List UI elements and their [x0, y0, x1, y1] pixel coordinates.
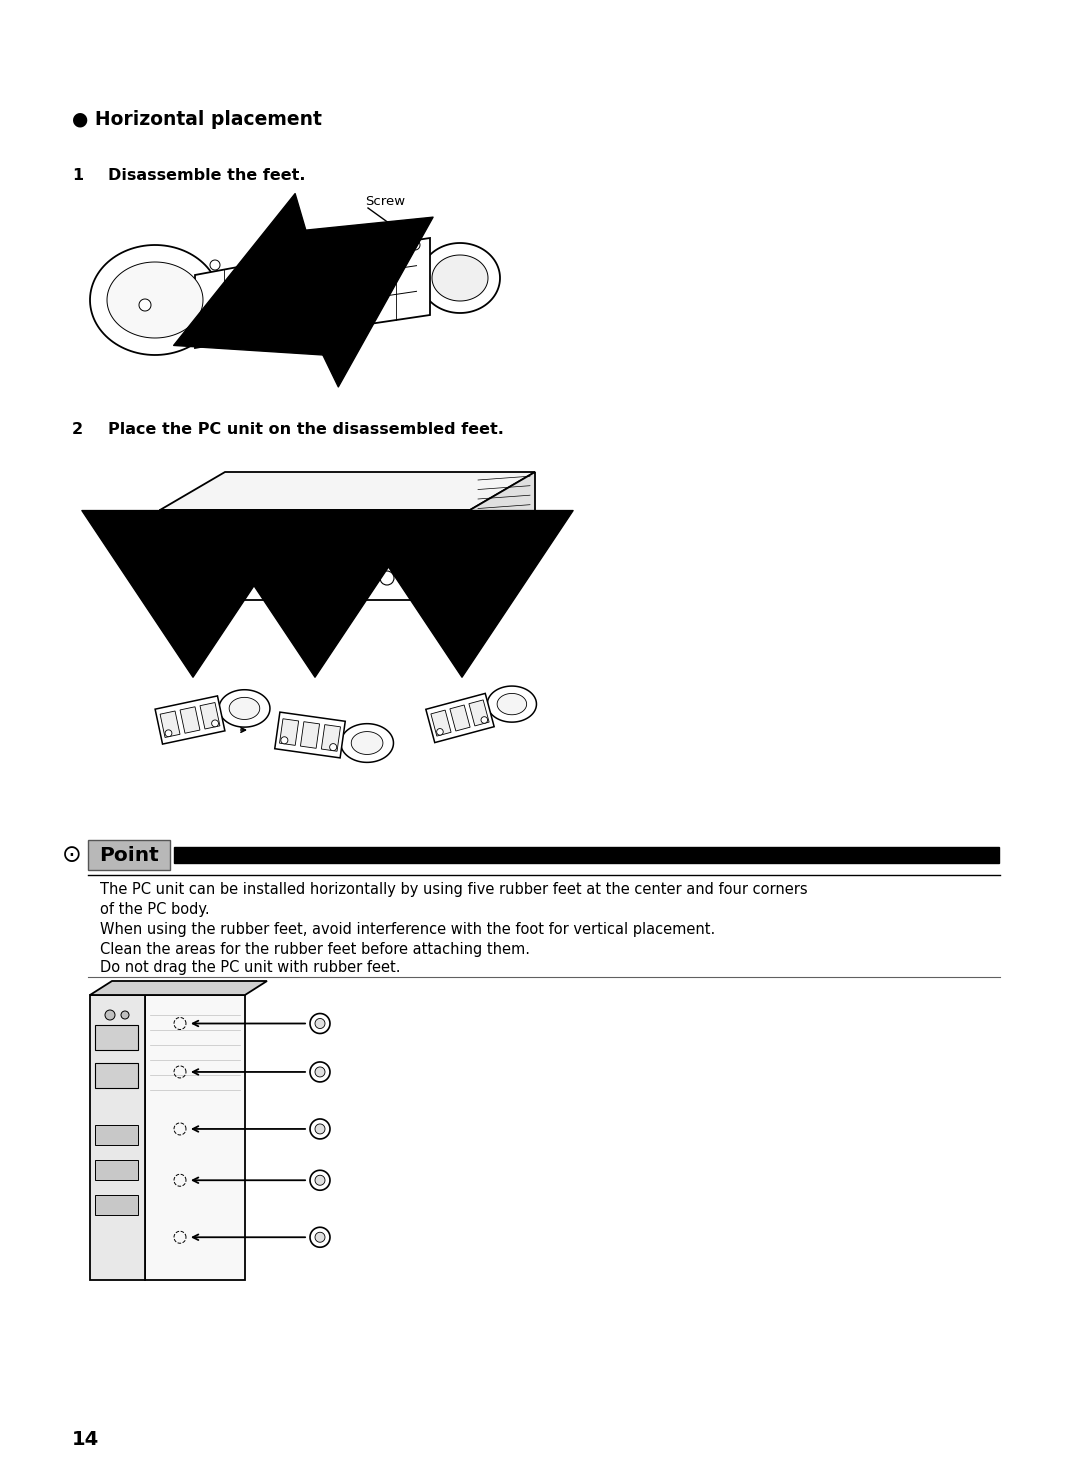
Polygon shape: [156, 696, 225, 744]
Circle shape: [105, 1011, 114, 1019]
Polygon shape: [420, 243, 500, 313]
Polygon shape: [329, 744, 337, 750]
Polygon shape: [310, 1119, 330, 1139]
Bar: [95, 1161, 138, 1180]
Polygon shape: [315, 235, 325, 246]
Text: 1: 1: [72, 168, 83, 182]
Bar: [174, 847, 999, 863]
Text: Clean the areas for the rubber feet before attaching them.: Clean the areas for the rubber feet befo…: [100, 941, 530, 958]
Text: ⊙: ⊙: [63, 843, 82, 866]
Bar: [95, 1064, 138, 1089]
Text: 14: 14: [72, 1430, 99, 1449]
Polygon shape: [90, 994, 145, 1280]
Text: Place the PC unit on the disassembled feet.: Place the PC unit on the disassembled fe…: [108, 422, 504, 437]
Polygon shape: [322, 725, 340, 752]
Polygon shape: [280, 719, 299, 746]
Polygon shape: [432, 254, 488, 302]
Polygon shape: [310, 1062, 330, 1083]
Polygon shape: [497, 693, 527, 715]
Polygon shape: [450, 705, 470, 731]
Bar: [166, 549, 256, 565]
Text: Disassemble the feet.: Disassemble the feet.: [108, 168, 306, 182]
Polygon shape: [310, 1171, 330, 1190]
Polygon shape: [469, 700, 489, 725]
Circle shape: [356, 569, 374, 587]
Bar: [168, 527, 308, 534]
Polygon shape: [274, 712, 346, 758]
Polygon shape: [295, 238, 430, 335]
Polygon shape: [315, 1175, 325, 1186]
Polygon shape: [315, 1066, 325, 1077]
Polygon shape: [487, 685, 537, 722]
Circle shape: [380, 571, 394, 585]
Bar: [166, 541, 356, 562]
Polygon shape: [300, 722, 320, 749]
Polygon shape: [310, 1227, 330, 1247]
Polygon shape: [431, 710, 451, 736]
Polygon shape: [281, 737, 288, 744]
Bar: [260, 549, 356, 565]
Polygon shape: [310, 1014, 330, 1034]
Polygon shape: [436, 728, 443, 736]
Polygon shape: [410, 240, 420, 250]
Polygon shape: [90, 981, 267, 994]
Polygon shape: [426, 693, 495, 743]
Polygon shape: [315, 1233, 325, 1242]
Polygon shape: [180, 706, 200, 733]
Text: Do not drag the PC unit with rubber feet.: Do not drag the PC unit with rubber feet…: [100, 961, 401, 975]
Polygon shape: [160, 472, 535, 510]
Polygon shape: [145, 994, 245, 1280]
Circle shape: [455, 588, 461, 594]
Polygon shape: [160, 710, 180, 737]
Text: When using the rubber feet, avoid interference with the foot for vertical placem: When using the rubber feet, avoid interf…: [100, 922, 715, 937]
Text: 2: 2: [72, 422, 83, 437]
Text: of the PC body.: of the PC body.: [100, 902, 210, 916]
Polygon shape: [470, 472, 535, 600]
Polygon shape: [351, 731, 383, 755]
Text: ● Horizontal placement: ● Horizontal placement: [72, 110, 322, 129]
Polygon shape: [219, 690, 270, 727]
Polygon shape: [160, 510, 470, 600]
Text: The PC unit can be installed horizontally by using five rubber feet at the cente: The PC unit can be installed horizontall…: [100, 883, 808, 897]
Circle shape: [121, 1011, 129, 1019]
Polygon shape: [107, 262, 203, 338]
Polygon shape: [340, 724, 393, 762]
Bar: [95, 1025, 138, 1050]
Polygon shape: [315, 1018, 325, 1028]
Circle shape: [441, 518, 449, 527]
Polygon shape: [305, 246, 315, 254]
Bar: [166, 516, 356, 537]
Text: Screw: Screw: [365, 196, 405, 207]
Bar: [95, 1125, 138, 1144]
FancyBboxPatch shape: [87, 840, 170, 869]
Polygon shape: [212, 719, 218, 727]
Polygon shape: [200, 703, 220, 730]
Polygon shape: [165, 730, 172, 737]
Polygon shape: [210, 260, 220, 271]
Polygon shape: [481, 716, 487, 724]
Polygon shape: [315, 1124, 325, 1134]
Polygon shape: [229, 697, 260, 719]
Polygon shape: [139, 299, 151, 310]
Polygon shape: [90, 246, 220, 355]
Polygon shape: [195, 249, 340, 349]
Bar: [168, 552, 308, 560]
Text: Point: Point: [99, 846, 159, 865]
Bar: [95, 1194, 138, 1215]
